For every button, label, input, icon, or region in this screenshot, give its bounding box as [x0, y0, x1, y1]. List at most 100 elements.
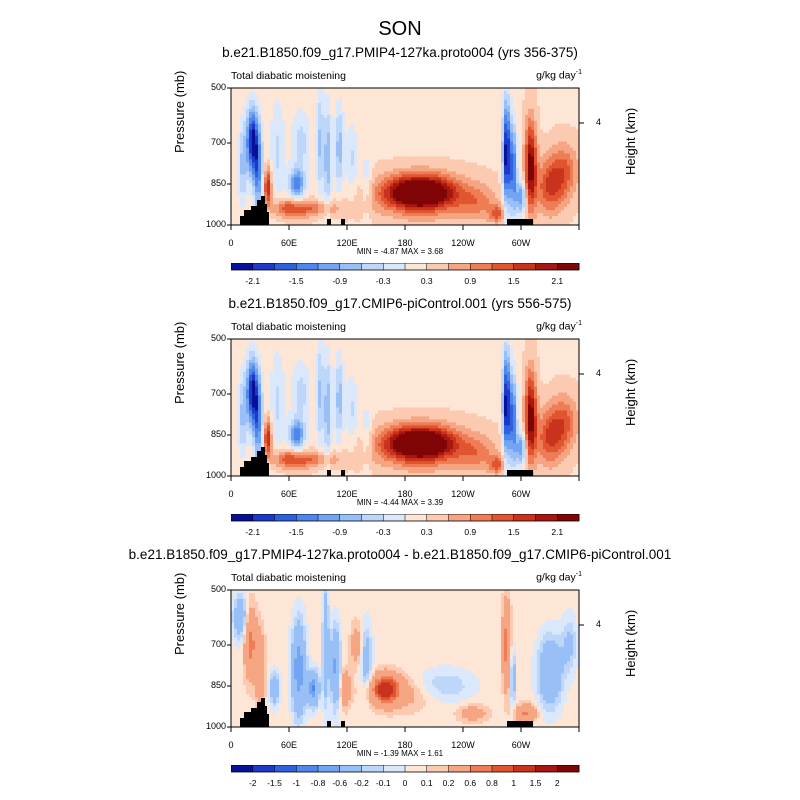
colorbar-swatch	[318, 765, 341, 772]
colorbar-label: -0.2	[354, 778, 369, 788]
units-text: g/kg day	[536, 571, 576, 584]
colorbar-swatch	[470, 765, 493, 772]
x-tick-label: 60W	[511, 489, 531, 499]
y-tick-label: 850	[210, 680, 226, 690]
min-max-stats: MIN = -1.39 MAX = 1.61	[356, 749, 444, 758]
colorbar-swatch	[231, 263, 254, 270]
colorbar-swatch	[296, 765, 319, 772]
x-tick-label: 120E	[336, 489, 358, 499]
colorbar-swatch	[557, 263, 580, 270]
colorbar-label: -2.1	[245, 527, 261, 537]
height-tick-label: 4	[596, 368, 602, 378]
colorbar-label: 1	[511, 778, 517, 788]
colorbar-label: 0	[402, 778, 408, 788]
y-tick-label: 500	[210, 584, 226, 594]
colorbar-swatch	[296, 514, 319, 521]
y-tick-label: 700	[210, 388, 226, 398]
y-tick-label: 700	[210, 639, 226, 649]
y-tick-label: 850	[210, 429, 226, 439]
colorbar-swatch	[426, 263, 449, 270]
colorbar-label: 1.5	[529, 778, 542, 788]
colorbar-label: 0.6	[464, 778, 477, 788]
y-tick-label: 700	[210, 137, 226, 147]
units-exponent: -1	[575, 69, 582, 76]
units-text: g/kg day	[536, 320, 576, 333]
min-max-stats: MIN = -4.87 MAX = 3.68	[356, 247, 444, 256]
colorbar-swatch	[513, 765, 536, 772]
colorbar-label: -0.9	[332, 527, 348, 537]
colorbar-swatch	[318, 514, 341, 521]
colorbar-swatch	[492, 263, 515, 270]
colorbar-swatch	[448, 263, 471, 270]
units-text: g/kg day	[536, 69, 576, 82]
colorbar-label: -0.1	[375, 778, 391, 788]
colorbar	[231, 765, 581, 773]
colorbar-label: -0.6	[332, 778, 348, 788]
colorbar-swatch	[448, 765, 471, 772]
colorbar-swatch	[339, 765, 362, 772]
colorbar-swatch	[231, 765, 254, 772]
right-axis-label: Height (km)	[623, 358, 638, 426]
right-axis-label: Height (km)	[623, 107, 638, 175]
y-tick-label: 850	[210, 178, 226, 188]
y-tick-label: 500	[210, 333, 226, 343]
x-tick-label: 0	[228, 740, 234, 750]
colorbar-swatch	[535, 514, 558, 521]
colorbar-swatch	[361, 263, 384, 270]
y-tick-label: 500	[210, 82, 226, 92]
x-tick-label: 60W	[511, 740, 531, 750]
units-exponent: -1	[575, 320, 582, 327]
units-exponent: -1	[575, 571, 582, 578]
height-tick-label: 4	[596, 619, 602, 629]
colorbar-label: -2.1	[245, 276, 261, 286]
colorbar-label: -1	[292, 778, 301, 788]
units-label: g/kg day-1	[536, 320, 582, 333]
colorbar	[231, 263, 581, 271]
contour-plot	[227, 589, 584, 732]
colorbar-label: -1.5	[288, 276, 304, 286]
colorbar-swatch	[405, 765, 428, 772]
y-axis-label: Pressure (mb)	[172, 70, 187, 153]
variable-name: Total diabatic moistening	[231, 70, 346, 82]
x-tick-label: 60E	[280, 489, 298, 499]
variable-name: Total diabatic moistening	[231, 321, 346, 333]
y-tick-label: 1000	[205, 721, 226, 731]
panel-2: b.e21.B1850.f09_g17.CMIP6-piControl.001 …	[0, 296, 800, 541]
colorbar-swatch	[274, 765, 297, 772]
colorbar-swatch	[274, 514, 297, 521]
panel-title: b.e21.B1850.f09_g17.PMIP4-127ka.proto004…	[128, 547, 672, 562]
colorbar-swatch	[252, 765, 275, 772]
min-max-stats: MIN = -4.44 MAX = 3.39	[356, 498, 444, 507]
colorbar-label: -0.3	[375, 527, 391, 537]
colorbar-swatch	[231, 514, 254, 521]
x-tick-label: 180	[397, 740, 413, 750]
colorbar-swatch	[470, 263, 493, 270]
x-tick-label: 120E	[336, 238, 358, 248]
colorbar-label: 2.1	[551, 527, 564, 537]
x-tick-label: 180	[397, 238, 413, 248]
colorbar-swatch	[426, 514, 449, 521]
colorbar-label: 1.5	[507, 527, 520, 537]
colorbar-label: 2	[554, 778, 560, 788]
colorbar-label: 2.1	[551, 276, 564, 286]
colorbar-swatch	[318, 263, 341, 270]
colorbar-label: 0.2	[442, 778, 455, 788]
colorbar-label: -2	[248, 778, 257, 788]
x-tick-label: 120W	[451, 238, 475, 248]
x-tick-label: 120W	[451, 740, 475, 750]
panel-title: b.e21.B1850.f09_g17.CMIP6-piControl.001 …	[228, 296, 572, 311]
colorbar-label: 1.5	[507, 276, 520, 286]
variable-name: Total diabatic moistening	[231, 572, 346, 584]
colorbar-label: 0.3	[420, 527, 433, 537]
x-tick-label: 60E	[280, 740, 298, 750]
colorbar-swatch	[405, 263, 428, 270]
panel-1: b.e21.B1850.f09_g17.PMIP4-127ka.proto004…	[0, 45, 800, 290]
right-axis-label: Height (km)	[623, 609, 638, 677]
colorbar-swatch	[492, 514, 515, 521]
colorbar-swatch	[535, 765, 558, 772]
colorbar-swatch	[448, 514, 471, 521]
y-tick-label: 1000	[205, 219, 226, 229]
colorbar-swatch	[361, 765, 384, 772]
colorbar-label: -0.9	[332, 276, 348, 286]
units-label: g/kg day-1	[536, 69, 582, 82]
